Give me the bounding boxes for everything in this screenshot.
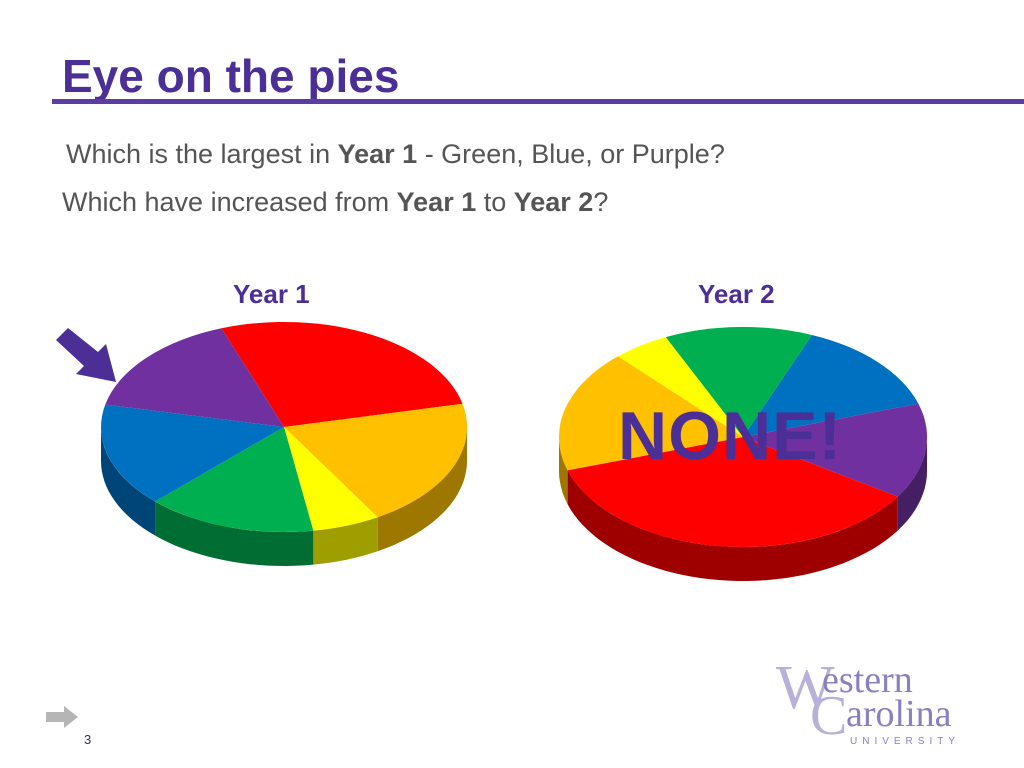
pie-1-slice-2-side bbox=[377, 427, 467, 552]
question-2-post: ? bbox=[593, 187, 609, 217]
pie-1-slice-3-side bbox=[313, 517, 378, 565]
pie-1-slice-2 bbox=[284, 403, 468, 518]
pie-1-slice-6 bbox=[105, 328, 284, 427]
svg-text:W: W bbox=[776, 654, 835, 722]
question-1-pre: Which is the largest in bbox=[66, 139, 338, 169]
question-1-bold: Year 1 bbox=[337, 139, 418, 169]
svg-text:C: C bbox=[810, 685, 847, 747]
pie-2-slice-3-side bbox=[567, 470, 898, 581]
pie-1-slice-5-side bbox=[101, 427, 156, 536]
svg-text:UNIVERSITY: UNIVERSITY bbox=[850, 736, 960, 747]
pie-2-slice-2-side bbox=[897, 437, 927, 531]
pie-1-slice-4 bbox=[155, 427, 314, 532]
question-1: Which is the largest in Year 1 - Green, … bbox=[66, 137, 725, 171]
pie-title-year-2: Year 2 bbox=[698, 279, 775, 309]
pie-1-slice-1 bbox=[221, 321, 463, 427]
pie-1-slice-5 bbox=[101, 404, 284, 502]
pie-2-slice-1 bbox=[743, 335, 919, 437]
pie-2-slice-6 bbox=[665, 326, 812, 437]
next-slide-arrow-icon[interactable] bbox=[44, 704, 80, 730]
svg-text:estern: estern bbox=[822, 659, 913, 701]
question-2-pre: Which have increased from bbox=[62, 187, 397, 217]
title-underline bbox=[52, 99, 1024, 104]
pie-2-slice-3 bbox=[567, 437, 898, 548]
question-2: Which have increased from Year 1 to Year… bbox=[62, 185, 608, 219]
question-2-bold-1: Year 1 bbox=[396, 187, 477, 217]
pie-1-slice-3 bbox=[284, 427, 378, 531]
pointer-arrow-icon bbox=[56, 328, 116, 382]
question-2-bold-2: Year 2 bbox=[513, 187, 594, 217]
question-1-post: - Green, Blue, or Purple? bbox=[417, 139, 725, 169]
none-label: NONE! bbox=[618, 398, 843, 474]
pie-2-slice-2 bbox=[743, 403, 928, 497]
svg-text:arolina: arolina bbox=[846, 693, 952, 735]
slide-title: Eye on the pies bbox=[62, 50, 400, 102]
page-number: 3 bbox=[84, 732, 92, 747]
university-logo: W estern C arolina UNIVERSITY bbox=[776, 654, 960, 747]
pie-title-year-1: Year 1 bbox=[233, 279, 310, 309]
question-2-mid: to bbox=[476, 187, 514, 217]
pie-2-slice-5 bbox=[618, 337, 743, 437]
pie-2-slice-4 bbox=[558, 356, 743, 471]
pie-1-slice-4-side bbox=[155, 501, 314, 566]
